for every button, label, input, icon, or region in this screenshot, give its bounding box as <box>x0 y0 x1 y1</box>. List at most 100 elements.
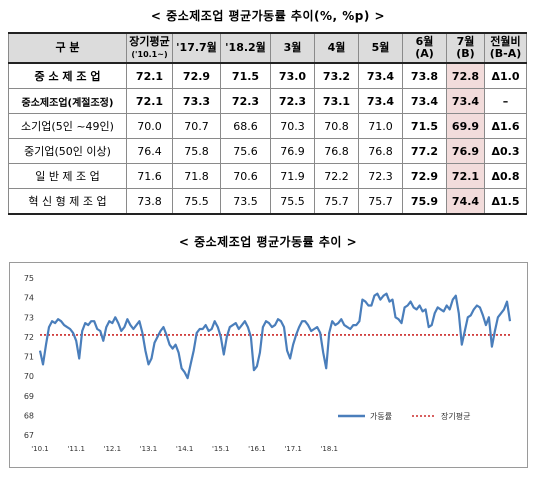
table-cell: 70.7 <box>172 113 221 139</box>
table-cell: 75.5 <box>172 188 221 215</box>
y-tick-label: 68 <box>24 411 34 420</box>
table-cell: 76.4 <box>126 138 173 164</box>
table-title: < 중소제조업 평균가동률 추이(%, %p) > <box>150 9 386 23</box>
y-tick-label: 67 <box>24 431 34 440</box>
header-cell: 5월 <box>358 32 403 64</box>
table-cell: 76.8 <box>314 138 359 164</box>
row-label: 혁 신 형 제 조 업 <box>8 188 127 215</box>
table-row: 중기업(50인 이상) 76.4 75.8 75.6 76.9 76.8 76.8 77.2 7… <box>8 138 527 164</box>
table-cell: 75.6 <box>220 138 271 164</box>
x-tick-label: '16.1 <box>248 445 266 453</box>
table-cell: 76.9 <box>270 138 315 164</box>
row-label: 중소제조업(계절조정) <box>8 88 127 114</box>
header-cell: 4월 <box>314 32 359 64</box>
table-cell: 71.0 <box>358 113 403 139</box>
utilization-table: 구 분 장기평균 ('10.1~) '17.7월 '18.2월 3월 4월 5월 6월 (A) 7월… <box>8 32 527 215</box>
row-label: 일 반 제 조 업 <box>8 163 127 189</box>
table-cell: 72.1 <box>126 62 173 89</box>
row-label: 중기업(50인 이상) <box>8 138 127 164</box>
table-cell: 71.6 <box>126 163 173 189</box>
table-cell: 72.3 <box>270 88 315 114</box>
table-cell: 75.9 <box>402 188 447 215</box>
table-cell: 73.2 <box>314 62 359 89</box>
y-tick-label: 73 <box>24 313 34 322</box>
table-cell: 70.3 <box>270 113 315 139</box>
table-row: 일 반 제 조 업 71.6 71.8 70.6 71.9 72.2 72.3 72.9 72.… <box>8 163 527 189</box>
header-cell: 3월 <box>270 32 315 64</box>
table-cell: Δ1.0 <box>484 62 527 89</box>
table-cell: 72.3 <box>358 163 403 189</box>
y-tick-label: 74 <box>24 294 34 303</box>
table-cell: 71.5 <box>220 62 271 89</box>
header-cell: '17.7월 <box>172 32 221 64</box>
table-row: 중소제조업(계절조정) 72.1 73.3 72.3 72.3 73.1 73.4 73.4 7… <box>8 88 527 114</box>
table-cell: 71.8 <box>172 163 221 189</box>
table-cell: 76.8 <box>358 138 403 164</box>
table-cell: 72.3 <box>220 88 271 114</box>
x-tick-label: '11.1 <box>67 445 85 453</box>
table-cell: 68.6 <box>220 113 271 139</box>
header-cell: 장기평균 ('10.1~) <box>126 32 173 64</box>
table-cell: 73.8 <box>402 62 447 89</box>
table-cell: 71.9 <box>270 163 315 189</box>
table-cell: 70.8 <box>314 113 359 139</box>
table-cell: 75.7 <box>358 188 403 215</box>
header-cell: 구 분 <box>8 32 127 64</box>
table-cell: 73.4 <box>358 88 403 114</box>
table-cell: 75.7 <box>314 188 359 215</box>
legend-label-utilization: 가동률 <box>370 412 392 421</box>
y-tick-label: 71 <box>24 353 34 362</box>
x-tick-label: '14.1 <box>176 445 194 453</box>
table-cell: 72.1 <box>446 163 485 189</box>
table-cell: 75.8 <box>172 138 221 164</box>
table-row: 중 소 제 조 업 72.1 72.9 71.5 73.0 73.2 73.4 73.8 72.… <box>8 62 527 89</box>
table-cell: 73.1 <box>314 88 359 114</box>
series-line-utilization <box>38 292 512 380</box>
chart-title: < 중소제조업 평균가동률 추이 > <box>178 235 358 249</box>
x-tick-label: '12.1 <box>104 445 122 453</box>
table-cell: Δ1.6 <box>484 113 527 139</box>
table-cell: 70.0 <box>126 113 173 139</box>
y-tick-label: 69 <box>24 392 34 401</box>
table-cell: 74.4 <box>446 188 485 215</box>
table-row: 혁 신 형 제 조 업 73.8 75.5 73.5 75.5 75.7 75.7 75.9 7… <box>8 188 527 215</box>
x-tick-label: '15.1 <box>212 445 230 453</box>
row-label: 중 소 제 조 업 <box>8 62 127 89</box>
table-cell: 72.8 <box>446 62 485 89</box>
header-cell: '18.2월 <box>220 32 271 64</box>
header-cell: 7월 (B) <box>446 32 485 64</box>
y-tick-label: 75 <box>24 274 34 283</box>
table-row: 소기업(5인 ~49인) 70.0 70.7 68.6 70.3 70.8 71.0 71.5… <box>8 113 527 139</box>
line-chart: 67 68 69 70 71 72 73 74 75 '10.1 '11.1 '12.1 '13.1 '1… <box>9 262 528 468</box>
table-cell: 72.1 <box>126 88 173 114</box>
table-cell: 73.8 <box>126 188 173 215</box>
table-cell: 69.9 <box>446 113 485 139</box>
table-cell: Δ0.3 <box>484 138 527 164</box>
table-cell: 75.5 <box>270 188 315 215</box>
table-cell: 77.2 <box>402 138 447 164</box>
table-cell: 72.2 <box>314 163 359 189</box>
chart-svg: 67 68 69 70 71 72 73 74 75 '10.1 '11.1 '12.1 '13.1 '1… <box>24 274 512 453</box>
table-cell: 73.4 <box>446 88 485 114</box>
row-label: 소기업(5인 ~49인) <box>8 113 127 139</box>
table-cell: – <box>484 88 527 114</box>
y-tick-label: 72 <box>24 333 34 342</box>
table-cell: 73.3 <box>172 88 221 114</box>
table-cell: 73.0 <box>270 62 315 89</box>
x-tick-label: '10.1 <box>31 445 49 453</box>
table-cell: 73.4 <box>402 88 447 114</box>
header-cell: 전월비 (B-A) <box>484 32 527 64</box>
table-cell: Δ1.5 <box>484 188 527 215</box>
table-cell: 70.6 <box>220 163 271 189</box>
x-tick-label: '13.1 <box>140 445 158 453</box>
table-cell: Δ0.8 <box>484 163 527 189</box>
table-cell: 76.9 <box>446 138 485 164</box>
table-cell: 72.9 <box>402 163 447 189</box>
legend-label-average: 장기평균 <box>441 411 470 421</box>
x-tick-label: '18.1 <box>320 445 338 453</box>
table-cell: 72.9 <box>172 62 221 89</box>
table-cell: 71.5 <box>402 113 447 139</box>
table-cell: 73.4 <box>358 62 403 89</box>
header-cell: 6월 (A) <box>402 32 447 64</box>
x-tick-label: '17.1 <box>284 445 302 453</box>
